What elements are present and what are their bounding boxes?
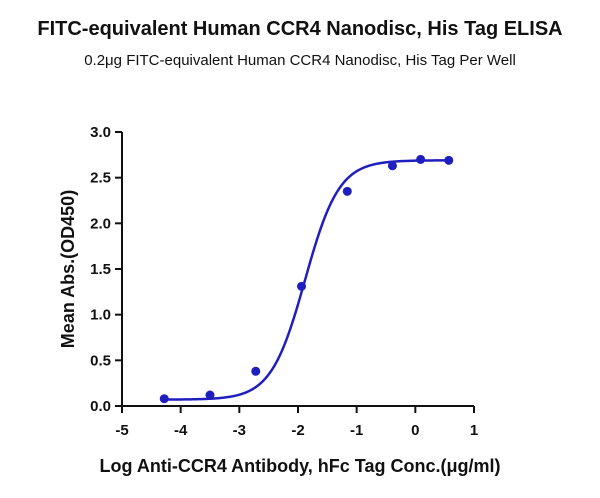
y-axis-label: Mean Abs.(OD450) xyxy=(58,190,78,348)
x-axis-label: Log Anti-CCR4 Antibody, hFc Tag Conc.(μg… xyxy=(100,456,501,476)
y-tick-label: 1.0 xyxy=(90,307,111,324)
axes: -5 -4 -3 -2 -1 0 1 0.0 0.5 1.0 1.5 2.0 2.5 3.0 xyxy=(90,124,478,439)
y-tick-label: 2.5 xyxy=(90,170,111,187)
x-tick-label: -5 xyxy=(115,422,128,439)
x-tick-label: 1 xyxy=(470,422,478,439)
y-tick-label: 2.0 xyxy=(90,215,111,232)
data-point xyxy=(251,366,261,376)
y-tick-label: 0.0 xyxy=(90,398,111,415)
y-tick-label: 3.0 xyxy=(90,124,111,141)
data-point xyxy=(342,186,352,196)
data-point xyxy=(444,155,454,165)
y-tick-label: 0.5 xyxy=(90,352,111,369)
x-tick-label: -4 xyxy=(174,422,188,439)
fit-curve-group xyxy=(164,159,449,401)
data-points xyxy=(159,154,454,404)
x-tick-label: -1 xyxy=(350,422,363,439)
chart-subtitle: 0.2μg FITC-equivalent Human CCR4 Nanodis… xyxy=(84,52,516,69)
x-tick-label: -2 xyxy=(291,422,304,439)
data-point xyxy=(205,390,215,400)
data-point xyxy=(297,281,307,291)
chart-title: FITC-equivalent Human CCR4 Nanodisc, His… xyxy=(37,18,563,40)
data-point xyxy=(416,154,426,164)
fit-curve-line xyxy=(164,159,449,401)
data-point xyxy=(159,394,169,404)
data-point xyxy=(387,161,397,171)
x-tick-label: -3 xyxy=(233,422,246,439)
y-tick-label: 1.5 xyxy=(90,261,111,278)
x-tick-label: 0 xyxy=(411,422,419,439)
